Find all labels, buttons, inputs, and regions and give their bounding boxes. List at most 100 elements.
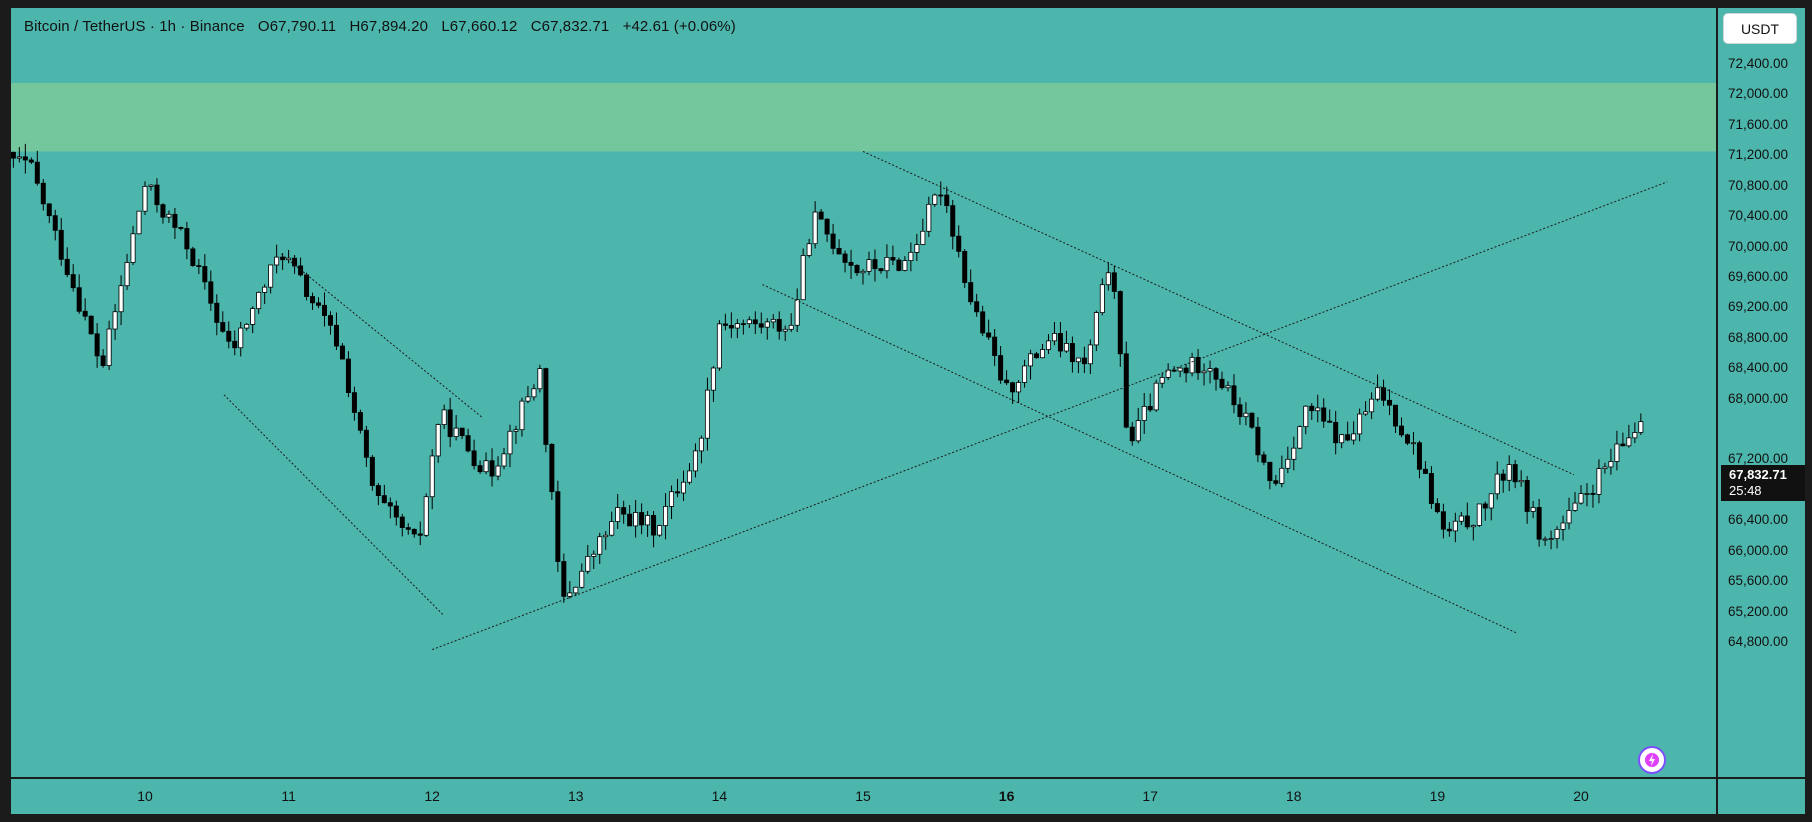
candle (16, 156, 22, 159)
candle (76, 287, 82, 312)
candle (950, 205, 956, 237)
candle (1321, 407, 1327, 422)
candle (363, 429, 369, 458)
candle (58, 229, 64, 260)
time-tick-label: 20 (1573, 788, 1589, 804)
lightning-icon[interactable] (1638, 746, 1666, 774)
candle (447, 409, 453, 437)
time-axis[interactable] (11, 779, 1716, 814)
candle (1381, 387, 1387, 401)
candle (339, 345, 345, 360)
candle (130, 233, 136, 263)
candle (1261, 454, 1267, 463)
candle (1099, 284, 1105, 313)
price-tick-label: 66,400.00 (1728, 512, 1789, 528)
candle (1572, 502, 1578, 511)
candle (1285, 458, 1291, 469)
price-axis[interactable]: 72,400.00 72,000.00 71,600.00 71,200.00 70,8… (1718, 8, 1805, 777)
candle (1309, 405, 1315, 412)
time-tick-label: 18 (1286, 788, 1302, 804)
candle (292, 257, 298, 267)
candle (716, 323, 722, 369)
trendline[interactable] (762, 284, 1517, 634)
candle (489, 460, 495, 477)
candle (686, 470, 692, 483)
candle (1004, 379, 1010, 384)
price-tick-label: 65,600.00 (1728, 573, 1789, 589)
time-tick-label: 19 (1429, 788, 1446, 804)
price-tick-label: 72,400.00 (1728, 56, 1789, 71)
time-tick-label: 13 (568, 788, 584, 804)
candle (507, 430, 513, 455)
candle (1393, 404, 1399, 427)
candle (513, 429, 519, 432)
candle (681, 481, 686, 494)
candle (28, 159, 34, 163)
candle (327, 315, 333, 326)
trendline[interactable] (281, 253, 483, 419)
candle (1500, 473, 1506, 481)
candle (1051, 333, 1057, 342)
candle (142, 186, 148, 212)
candle (932, 194, 938, 205)
time-tick-label: 17 (1142, 788, 1158, 804)
candle (220, 322, 226, 332)
candle (11, 151, 16, 159)
price-tick-label: 68,000.00 (1728, 390, 1789, 406)
candle (609, 521, 615, 536)
candle (1045, 340, 1051, 350)
candle (1584, 493, 1590, 495)
candle (435, 424, 441, 457)
candle (956, 235, 962, 252)
candle (920, 230, 926, 245)
candle (1111, 272, 1117, 292)
candle (776, 318, 782, 332)
candle (998, 355, 1004, 381)
candle (824, 218, 830, 235)
candle (1512, 464, 1518, 483)
candle (1410, 442, 1416, 445)
candle (1560, 522, 1566, 530)
candle (842, 253, 848, 263)
candle (1339, 434, 1345, 444)
candle (968, 282, 974, 303)
price-tick-label: 64,800.00 (1728, 634, 1789, 649)
currency-button[interactable]: USDT (1724, 14, 1796, 43)
candle (1620, 443, 1626, 447)
candle (1596, 468, 1602, 495)
candle (1291, 447, 1297, 460)
price-tick-label: 68,400.00 (1728, 360, 1789, 376)
candle (1129, 426, 1135, 442)
time-tick-label: 12 (424, 788, 440, 804)
candle (82, 310, 88, 317)
candle (657, 525, 663, 536)
candle (878, 268, 884, 272)
candle (118, 285, 124, 313)
candle (962, 250, 968, 283)
candle (902, 260, 908, 271)
trendline[interactable] (862, 151, 1575, 476)
candle (46, 203, 52, 217)
time-tick-label: 11 (281, 788, 296, 804)
candlestick-chart[interactable] (11, 8, 1716, 777)
candle (1201, 370, 1207, 374)
candle (639, 512, 645, 526)
candle (1482, 503, 1488, 509)
chart-plot-area[interactable] (11, 8, 1716, 777)
trendline[interactable] (432, 181, 1668, 651)
price-tick-label: 67,200.00 (1728, 451, 1789, 467)
price-tick-label: 71,600.00 (1728, 116, 1789, 132)
candle (531, 388, 537, 398)
trendline[interactable] (223, 394, 445, 616)
candle (830, 233, 836, 249)
candle (675, 491, 681, 494)
candle (136, 210, 142, 235)
candle (411, 528, 417, 535)
candle (88, 315, 94, 335)
candle (980, 311, 986, 334)
ohlc-change: +42.61 (+0.06%) (622, 18, 736, 35)
candle (806, 243, 812, 256)
ohlc-open: O67,790.11 (257, 18, 337, 35)
candle (734, 323, 740, 329)
candle (1416, 442, 1422, 470)
